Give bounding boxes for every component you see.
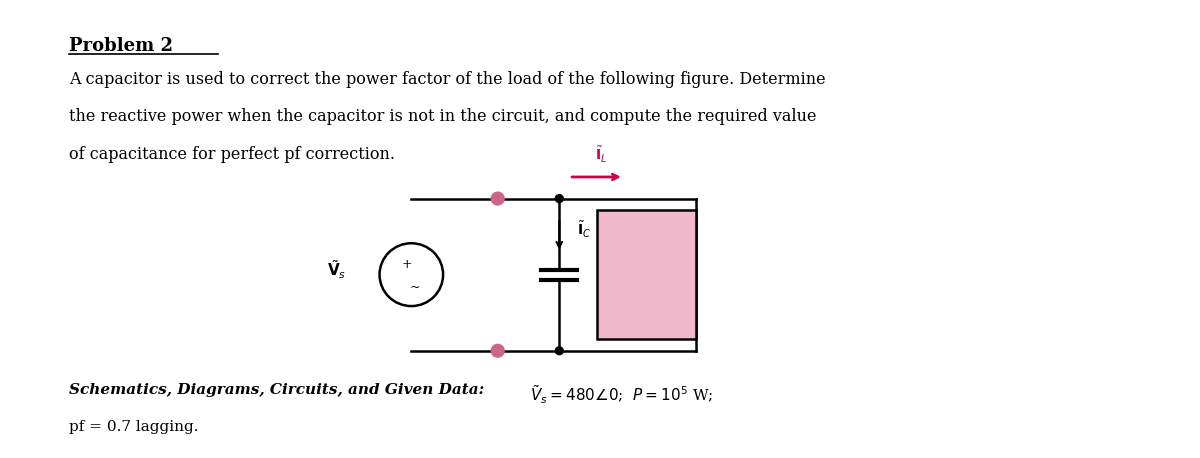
Text: $\tilde{\mathbf{I}}_L$: $\tilde{\mathbf{I}}_L$ [595, 145, 607, 165]
Circle shape [556, 347, 563, 354]
Text: $\tilde{V}_s = 480\angle 0$;  $P = 10^5$ W;: $\tilde{V}_s = 480\angle 0$; $P = 10^5$ … [530, 383, 714, 406]
Text: pf = 0.7: pf = 0.7 [619, 282, 673, 295]
Text: A capacitor is used to correct the power factor of the load of the following fig: A capacitor is used to correct the power… [68, 71, 826, 88]
Text: Problem 2: Problem 2 [68, 37, 173, 55]
Text: of capacitance for perfect pf correction.: of capacitance for perfect pf correction… [68, 146, 395, 163]
Text: $\tilde{\mathbf{I}}_C$: $\tilde{\mathbf{I}}_C$ [577, 220, 592, 240]
Text: ~: ~ [410, 281, 420, 294]
Text: pf = 0.7 lagging.: pf = 0.7 lagging. [68, 420, 198, 435]
Text: the reactive power when the capacitor is not in the circuit, and compute the req: the reactive power when the capacitor is… [68, 108, 816, 125]
Text: +: + [402, 258, 413, 271]
Circle shape [491, 192, 504, 205]
Circle shape [556, 195, 563, 202]
Text: $\tilde{\mathbf{V}}_s$: $\tilde{\mathbf{V}}_s$ [328, 258, 347, 281]
Circle shape [491, 344, 504, 357]
Text: Schematics, Diagrams, Circuits, and Given Data:: Schematics, Diagrams, Circuits, and Give… [68, 383, 484, 397]
FancyBboxPatch shape [598, 210, 696, 339]
Text: 100 kW: 100 kW [622, 254, 672, 267]
